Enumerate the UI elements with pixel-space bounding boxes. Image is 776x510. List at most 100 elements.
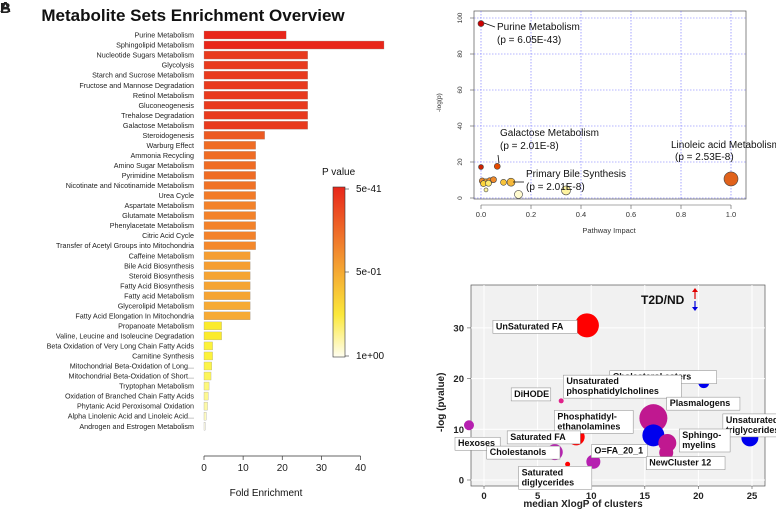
bubble-label-box [486, 445, 561, 460]
bubble-label: Phosphatidyl-ethanolamines [557, 411, 620, 431]
bar [203, 50, 308, 60]
bubble-y-axis-label: -log (pvalue) [436, 373, 447, 432]
bar-category-label: Caffeine Metabolism [129, 251, 194, 260]
annotation-purine-p: (p = 6.05E-43) [497, 35, 561, 46]
bubble-label: Plasmalogens [670, 398, 731, 408]
bubble-label-box [722, 413, 776, 438]
bar [203, 301, 251, 310]
bubble-label: DiHODE [514, 389, 549, 399]
bubble-x-tick-label: 15 [640, 491, 651, 502]
cluster-bubble [463, 420, 474, 431]
impact-y-tick-label: 40 [457, 122, 464, 130]
bar [203, 401, 208, 411]
bar [203, 70, 308, 80]
bubble-y-tick-label: 20 [453, 374, 464, 385]
bubble-label: Hexoses [458, 438, 495, 448]
impact-x-tick-label: 0.6 [626, 210, 636, 219]
bubble-label: NewCluster 12 [649, 458, 711, 468]
cluster-bubble [639, 404, 668, 433]
bubble-label-box [679, 428, 731, 453]
impact-point [478, 164, 484, 170]
bar [203, 131, 265, 140]
bar-category-label: Gluconeogenesis [138, 101, 194, 110]
bar [203, 141, 256, 150]
bar-x-axis-label: Fold Enrichment [230, 488, 303, 499]
down-arrow-head-icon [692, 307, 698, 311]
bar-category-label: Steroid Biosynthesis [129, 271, 195, 280]
impact-point [561, 185, 571, 196]
bar-category-label: Citric Acid Cycle [142, 231, 194, 240]
impact-x-tick-label: 0.2 [526, 210, 536, 219]
bubble-label-box [554, 410, 634, 434]
bubble-label: Saturated diglycerides [522, 467, 575, 487]
bubble-x-tick-label: 5 [535, 491, 541, 502]
annotation-linoleic: Linoleic acid Metabolism [671, 140, 776, 151]
bar [203, 311, 251, 320]
bar-category-label: Beta Oxidation of Very Long Chain Fatty … [47, 342, 195, 351]
bubble-label: Cholestanols [490, 447, 547, 457]
bar [203, 40, 385, 50]
bar-x-tick-label: 0 [201, 463, 207, 474]
bubble-x-axis-label: median XlogP of clusters [523, 499, 643, 510]
bubble-label-box [506, 430, 581, 445]
bubble-y-tick-label: 10 [453, 425, 464, 436]
bar-category-label: Bile Acid Biosynthesis [124, 261, 194, 270]
annotation-bile: Primary Bile Synthesis [526, 169, 626, 180]
bar [203, 211, 256, 220]
cluster-bubble [586, 454, 601, 469]
bar-x-tick-label: 20 [277, 463, 289, 474]
bubble-label-box [666, 396, 741, 411]
bubble-label-box [518, 466, 593, 490]
bar-category-label: Steroidogenesis [142, 131, 194, 140]
bar [203, 261, 251, 270]
bubble-label: O=FA_20_1 [594, 446, 643, 456]
impact-y-axis-label: -log(p) [436, 93, 443, 112]
bubble-label: Saturated FA [510, 432, 566, 442]
bar [203, 411, 207, 421]
bar [203, 81, 308, 90]
bar-category-label: Phenylacetate Metabolism [110, 221, 194, 230]
bubble-legend-label: T2D/ND [641, 293, 685, 307]
bar-category-label: Trehalose Degradation [121, 111, 194, 120]
bubble-label: Unsaturated triglycerides [726, 415, 776, 435]
bubble-label-box [591, 444, 648, 458]
impact-plot-frame [473, 10, 747, 200]
cluster-bubble [558, 398, 564, 404]
bubble-label: Unsaturated phosphatidylcholines [566, 376, 659, 396]
bar-category-label: Purine Metabolism [134, 31, 194, 40]
impact-point [485, 179, 492, 187]
impact-point [723, 171, 739, 187]
bar-category-label: Valine, Leucine and Isoleucine Degradati… [56, 332, 194, 341]
panel-letter-a: A [0, 0, 11, 16]
bar-category-label: Oxidation of Branched Chain Fatty Acids [65, 392, 194, 401]
impact-point [477, 20, 485, 27]
bubble-x-tick-label: 0 [481, 491, 486, 502]
bar-category-label: Glycolysis [162, 61, 195, 70]
bar [203, 191, 256, 200]
impact-point [490, 176, 497, 183]
bar-category-label: Fatty Acid Biosynthesis [120, 281, 194, 290]
bar-category-label: Mitochondrial Beta-Oxidation of Short... [69, 372, 194, 381]
impact-y-tick-label: 100 [457, 12, 464, 23]
bar [203, 381, 210, 391]
enrichment-bar-chart: Metabolite Sets Enrichment Overview Puri… [41, 6, 384, 499]
color-legend-bar [332, 186, 346, 358]
bar-x-tick-label: 40 [355, 463, 367, 474]
bubble-label: Sphingo-myelins [682, 430, 721, 450]
bar-x-tick-label: 30 [316, 463, 328, 474]
bar [203, 391, 209, 401]
annotation-linoleic-p: (p = 2.53E-8) [675, 152, 734, 163]
bar [203, 361, 212, 371]
cluster-bubble [574, 313, 599, 338]
impact-point [493, 163, 501, 170]
annotation-purine: Purine Metabolism [497, 22, 580, 33]
panel-letter-b: B [0, 0, 11, 17]
bubble-label: UnSaturated FA [496, 321, 564, 331]
impact-y-tick-label: 60 [457, 86, 464, 94]
bar-category-label: Ammonia Recycling [130, 151, 194, 160]
annotation-arrow-purine [483, 22, 496, 28]
cluster-bubble [655, 416, 662, 423]
bar [203, 251, 251, 260]
